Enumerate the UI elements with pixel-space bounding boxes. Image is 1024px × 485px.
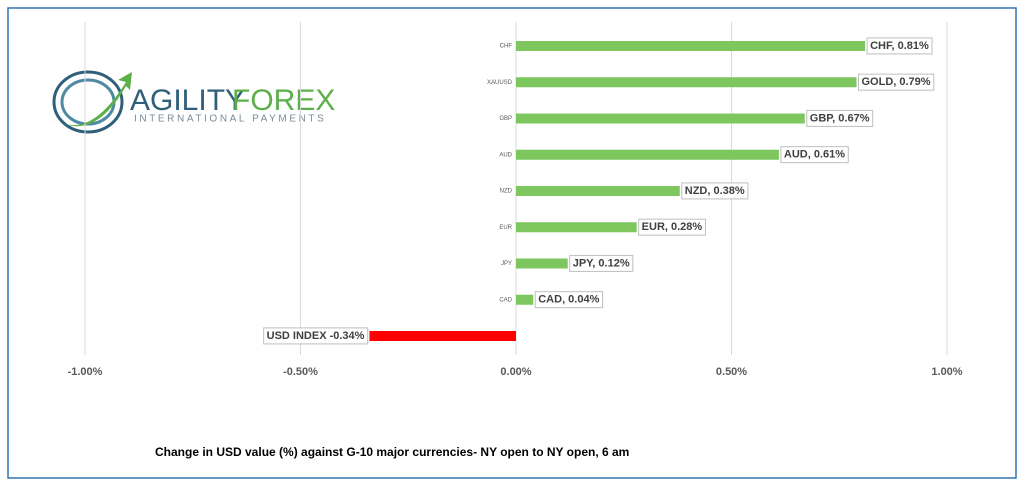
logo-brand-right: FOREX — [232, 84, 335, 117]
y-tick-label: CHF — [500, 44, 513, 50]
x-tick-label: 1.00% — [931, 366, 962, 378]
data-label-box — [638, 218, 706, 236]
y-tick-label: NZD — [500, 189, 513, 195]
data-label-box — [534, 291, 604, 309]
data-label-box — [866, 37, 933, 55]
data-label: GOLD, 0.79% — [861, 76, 930, 88]
x-tick-label: -1.00% — [68, 366, 103, 378]
data-label-box — [780, 146, 849, 164]
logo-arrow — [56, 72, 132, 127]
logo: AGILITY FOREX INTERNATIONAL PAYMENTS — [52, 70, 335, 134]
caption: Change in USD value (%) against G-10 maj… — [155, 445, 629, 459]
data-label: NZD, 0.38% — [685, 185, 745, 197]
logo-tagline: INTERNATIONAL PAYMENTS — [134, 114, 326, 125]
bar — [516, 77, 857, 88]
data-label: AUD, 0.61% — [784, 149, 845, 161]
data-label: USD INDEX -0.34% — [267, 330, 365, 342]
data-label: EUR, 0.28% — [642, 221, 703, 233]
data-label-box — [857, 73, 935, 91]
x-tick-label: -0.50% — [283, 366, 318, 378]
data-label: CHF, 0.81% — [870, 40, 929, 52]
y-tick-label: CAD — [499, 297, 512, 303]
data-label-box — [569, 254, 634, 272]
data-label: GBP, 0.67% — [810, 112, 870, 124]
bar — [516, 294, 534, 305]
bar — [516, 222, 637, 233]
y-tick-label: GBP — [499, 116, 512, 122]
x-tick-label: 0.50% — [716, 366, 747, 378]
bar — [516, 258, 568, 269]
logo-brand-left: AGILITY — [130, 84, 245, 117]
y-tick-label: AUD — [499, 152, 512, 158]
y-tick-label: JPY — [501, 261, 512, 267]
data-label-box — [263, 327, 369, 345]
logo-ring — [52, 70, 124, 134]
bar — [516, 41, 866, 51]
bar — [516, 149, 779, 160]
data-label-box — [806, 109, 874, 127]
bar — [516, 113, 805, 124]
data-label: JPY, 0.12% — [573, 257, 630, 269]
bar — [516, 186, 680, 196]
y-tick-label: EUR — [499, 225, 512, 231]
data-label: CAD, 0.04% — [538, 294, 599, 306]
y-tick-label: XAUUSD — [487, 80, 513, 86]
bar — [369, 331, 516, 341]
data-label-box — [681, 182, 749, 200]
x-tick-label: 0.00% — [500, 366, 531, 378]
